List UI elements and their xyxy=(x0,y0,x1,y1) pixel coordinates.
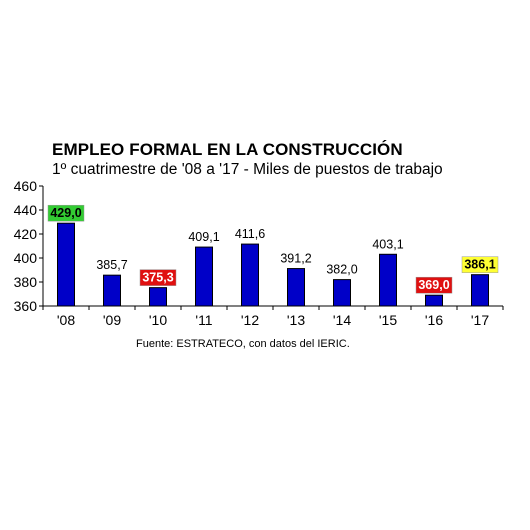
value-label-8: 369,0 xyxy=(418,278,449,292)
y-tick-label-360: 360 xyxy=(14,298,38,314)
y-tick-label-400: 400 xyxy=(14,250,38,266)
bar-9 xyxy=(471,274,489,307)
value-label-3: 409,1 xyxy=(188,230,219,244)
bar-3 xyxy=(195,246,213,307)
chart-subtitle: 1º cuatrimestre de '08 a '17 - Miles de … xyxy=(52,161,443,178)
bar-2 xyxy=(149,287,167,307)
chart-source: Fuente: ESTRATECO, con datos del IERIC. xyxy=(0,338,530,350)
value-label-box-2 xyxy=(139,269,177,286)
x-tick-label-4: '12 xyxy=(241,312,259,328)
x-tick-label-5: '13 xyxy=(287,312,305,328)
value-label-5: 391,2 xyxy=(280,252,311,266)
value-label-0: 429,0 xyxy=(50,206,81,220)
bar-0 xyxy=(57,222,75,307)
value-label-box-9 xyxy=(461,256,499,273)
value-label-7: 403,1 xyxy=(372,237,403,251)
value-label-2: 375,3 xyxy=(142,271,173,285)
chart-title: EMPLEO FORMAL EN LA CONSTRUCCIÓN xyxy=(52,140,403,159)
x-tick-label-0: '08 xyxy=(57,312,75,328)
value-label-1: 385,7 xyxy=(96,258,127,272)
value-label-6: 382,0 xyxy=(326,263,357,277)
bar-1 xyxy=(103,274,121,307)
x-tick-label-9: '17 xyxy=(471,312,489,328)
y-tick-label-380: 380 xyxy=(14,274,38,290)
value-label-4: 411,6 xyxy=(235,227,265,241)
bar-8 xyxy=(425,294,443,307)
x-tick-label-2: '10 xyxy=(149,312,167,328)
bar-6 xyxy=(333,279,351,307)
x-tick-label-6: '14 xyxy=(333,312,351,328)
y-tick-label-460: 460 xyxy=(14,178,38,194)
x-tick-label-3: '11 xyxy=(195,312,212,328)
bar-5 xyxy=(287,268,305,307)
y-tick-label-420: 420 xyxy=(14,226,38,242)
x-tick-label-8: '16 xyxy=(425,312,443,328)
x-tick-label-7: '15 xyxy=(379,312,397,328)
value-label-box-0 xyxy=(47,204,85,222)
value-label-9: 386,1 xyxy=(464,258,495,272)
bar-7 xyxy=(379,253,397,307)
value-label-box-8 xyxy=(415,276,453,294)
bar-4 xyxy=(241,243,259,307)
source-text: Fuente: ESTRATECO, con datos del IERIC. xyxy=(136,338,350,350)
y-tick-label-440: 440 xyxy=(14,202,38,218)
x-tick-label-1: '09 xyxy=(103,312,121,328)
